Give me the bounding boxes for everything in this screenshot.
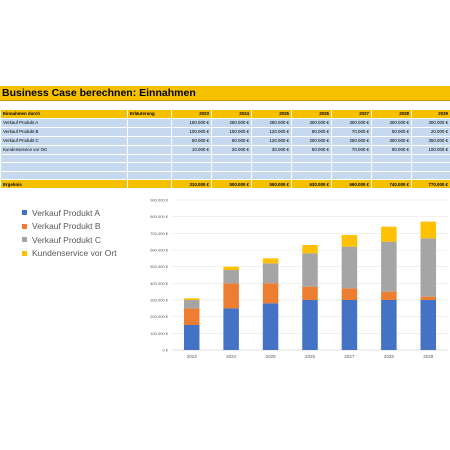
table-row: Verkauf Produkt C 50.000 € 80.000 € 120.… (0, 135, 450, 146)
legend-swatch (22, 250, 27, 256)
y-tick-label: 500.000 € (150, 264, 169, 269)
revenue-table: Einnahmen durch Erläuterung 2023 2024 20… (0, 109, 450, 189)
bar-segment[interactable] (341, 288, 358, 300)
table-header-row: Einnahmen durch Erläuterung 2023 2024 20… (0, 109, 450, 119)
table-row: Verkauf Produkt A 150.000 € 250.000 € 28… (0, 117, 450, 128)
y-tick-label: 400.000 € (150, 281, 169, 286)
x-tick-label: 2026 (305, 354, 316, 359)
bar-segment[interactable] (381, 241, 397, 292)
x-tick-label: 2029 (423, 354, 434, 359)
y-tick-label: 100.000 € (150, 331, 169, 336)
bar-segment[interactable] (341, 246, 358, 289)
bar-segment[interactable] (420, 221, 437, 239)
title-bar: Business Case berechnen: Einnahmen (0, 86, 450, 101)
legend-item[interactable]: Verkauf Produkt C (22, 233, 117, 246)
x-tick-label: 2025 (266, 354, 277, 359)
bar-segment[interactable] (420, 296, 437, 300)
y-tick-label: 600.000 € (150, 248, 169, 253)
legend-swatch (22, 210, 27, 215)
y-tick-label: 900.000 € (150, 198, 169, 203)
y-tick-label: 300.000 € (150, 298, 169, 303)
legend-swatch (22, 237, 27, 242)
bar-segment[interactable] (302, 253, 318, 287)
empty-row (0, 153, 450, 163)
bar-segment[interactable] (183, 308, 200, 325)
chart-legend[interactable]: Verkauf Produkt A Verkauf Produkt B Verk… (22, 206, 117, 260)
x-tick-label: 2028 (384, 354, 395, 359)
bar-segment[interactable] (420, 238, 437, 297)
bar-segment[interactable] (223, 283, 239, 309)
bar-segment[interactable] (381, 300, 397, 350)
bar-segment[interactable] (420, 300, 437, 350)
legend-label: Verkauf Produkt B (32, 221, 101, 231)
legend-swatch (22, 223, 27, 229)
x-tick-label: 2023 (187, 354, 198, 359)
bar-segment[interactable] (302, 286, 318, 300)
legend-item[interactable]: Kundenservice vor Ort (22, 247, 117, 260)
bar-segment[interactable] (183, 300, 200, 309)
x-axis-labels: 2023 2024 2025 2026 2027 2028 2029 (187, 354, 434, 359)
bar-segment[interactable] (341, 235, 358, 247)
bar-segment[interactable] (341, 300, 358, 350)
y-axis-labels: 0 € 100.000 € 200.000 € 300.000 € 400.000 € 5… (150, 198, 169, 353)
y-tick-label: 700.000 € (150, 231, 169, 236)
legend-label: Verkauf Produkt A (32, 207, 101, 218)
y-tick-label: 0 € (162, 348, 168, 353)
legend-label: Verkauf Produkt C (32, 234, 101, 245)
legend-item[interactable]: Verkauf Produkt B (22, 220, 117, 233)
bar-segment[interactable] (381, 291, 397, 300)
bar-segment[interactable] (381, 226, 397, 242)
bar-segment[interactable] (262, 303, 279, 350)
bar-segment[interactable] (223, 266, 239, 270)
bar-segment[interactable] (183, 325, 200, 350)
x-tick-label: 2027 (344, 354, 355, 359)
bar-segment[interactable] (262, 263, 279, 284)
y-tick-label: 800.000 € (150, 214, 169, 219)
bar-segment[interactable] (262, 283, 279, 304)
bar-segment[interactable] (223, 308, 239, 350)
bar-segment[interactable] (183, 298, 200, 300)
bar-segment[interactable] (302, 300, 318, 350)
total-row: Ergebnis 310.000 € 500.000 € 550.000 € 6… (0, 179, 450, 189)
bar-segment[interactable] (223, 270, 239, 284)
bars[interactable] (183, 221, 437, 350)
y-tick-label: 200.000 € (150, 314, 169, 319)
legend-item[interactable]: Verkauf Produkt A (22, 206, 117, 219)
x-tick-label: 2024 (226, 354, 237, 359)
legend-label: Kundenservice vor Ort (32, 248, 117, 258)
page-title: Business Case berechnen: Einnahmen (2, 87, 196, 99)
bar-segment[interactable] (302, 245, 318, 254)
bar-segment[interactable] (262, 258, 279, 264)
table-row: Kundenservice vor Ort 10.000 € 20.000 € … (0, 144, 450, 155)
